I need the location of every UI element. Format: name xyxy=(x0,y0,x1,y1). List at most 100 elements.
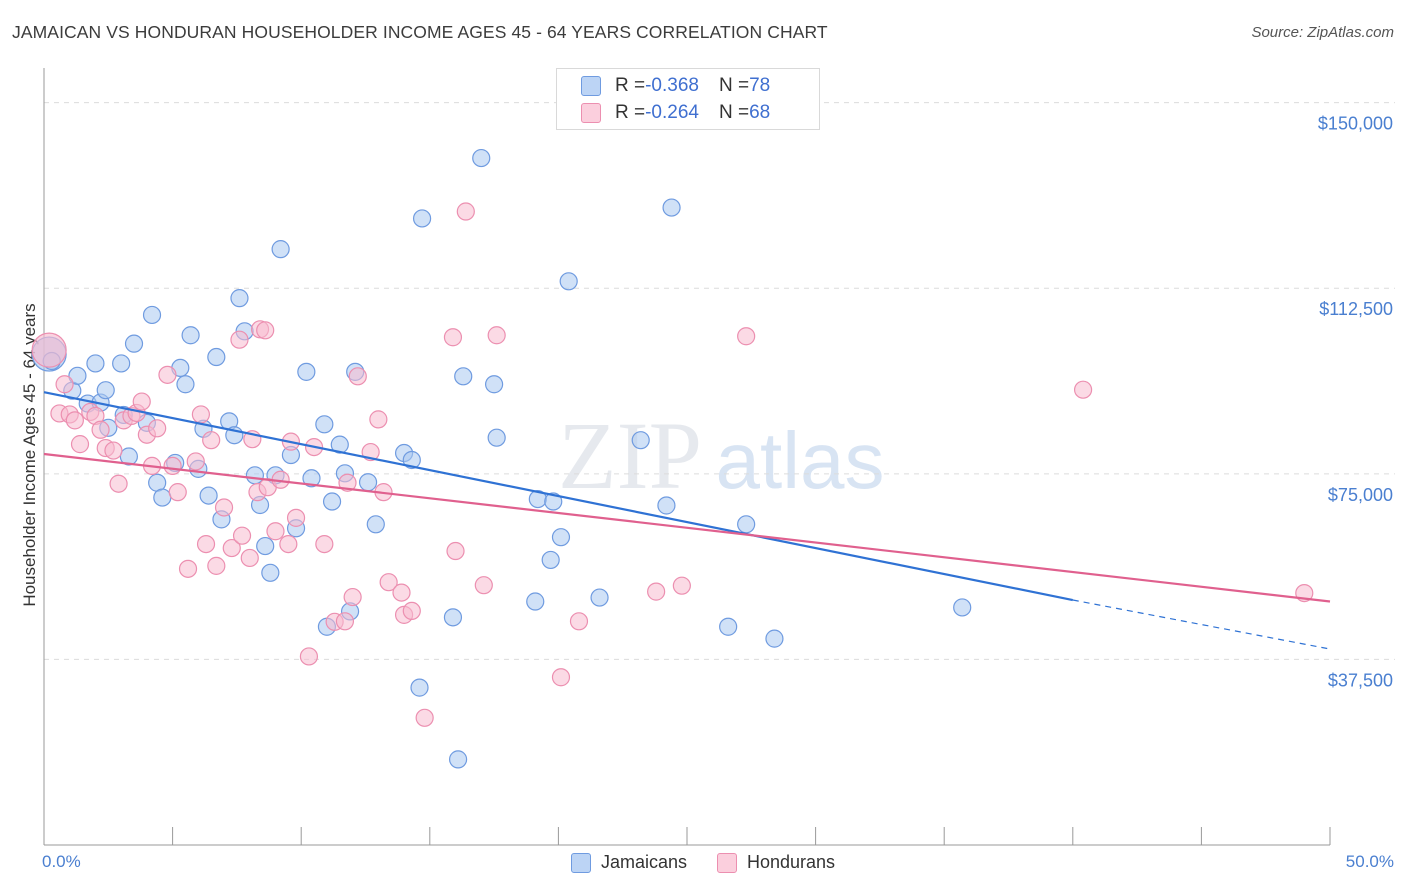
honduran-point xyxy=(443,328,463,347)
r-label: R = xyxy=(615,75,646,96)
jamaican-point xyxy=(443,608,463,627)
jamaican-point xyxy=(322,492,342,511)
honduran-point xyxy=(335,612,355,631)
honduran-point xyxy=(207,556,226,575)
honduran-point xyxy=(230,330,249,349)
jamaican-point xyxy=(551,528,571,547)
source-label: Source: ZipAtlas.com xyxy=(1251,24,1394,41)
r-value-jamaicans: -0.368 xyxy=(645,75,699,96)
honduran-point xyxy=(569,612,589,631)
honduran-point xyxy=(132,392,151,411)
jamaican-point xyxy=(176,375,195,394)
legend-label-jamaicans: Jamaicans xyxy=(600,852,687,872)
honduran-point xyxy=(402,601,421,621)
jamaican-point xyxy=(657,496,676,515)
legend-item-jamaicans[interactable]: Jamaicans xyxy=(570,852,687,873)
honduran-point xyxy=(379,573,398,592)
honduran-point xyxy=(266,522,285,541)
honduran-point xyxy=(214,498,234,517)
honduran-point xyxy=(343,587,362,607)
stats-row-jamaicans: R = -0.368 N = 78 xyxy=(581,75,770,97)
honduran-point xyxy=(191,405,210,424)
jamaican-point xyxy=(68,366,87,385)
honduran-point xyxy=(551,668,571,687)
jamaicans-swatch xyxy=(581,76,601,96)
honduran-point xyxy=(55,375,74,394)
jamaican-point xyxy=(402,450,421,470)
honduran-point xyxy=(186,452,205,471)
jamaican-point xyxy=(261,563,280,582)
jamaican-point xyxy=(559,272,578,291)
jamaican-point xyxy=(207,347,226,367)
honduran-point xyxy=(163,456,182,476)
n-value-jamaicans: 78 xyxy=(749,75,771,96)
jamaican-point xyxy=(153,488,172,507)
honduran-point xyxy=(256,321,275,340)
legend-label-hondurans: Hondurans xyxy=(746,852,836,872)
n-value-hondurans: 68 xyxy=(749,102,771,123)
watermark-zip: ZIP xyxy=(558,402,702,509)
honduran-point xyxy=(31,332,67,368)
honduran-point xyxy=(65,411,84,430)
honduran-point xyxy=(222,538,241,558)
honduran-point xyxy=(474,576,493,595)
honduran-point xyxy=(299,647,319,666)
jamaican-point xyxy=(230,289,249,308)
honduran-point xyxy=(286,508,306,527)
jamaican-point xyxy=(526,592,545,611)
jamaican-point xyxy=(719,617,738,636)
jamaican-point xyxy=(590,588,609,607)
bottom-legend: Jamaicans Hondurans xyxy=(0,852,1406,873)
jamaican-point xyxy=(631,431,650,450)
jamaican-point xyxy=(737,515,756,534)
jamaican-point xyxy=(472,148,491,168)
jamaican-point xyxy=(199,486,218,505)
r-value-hondurans: -0.264 xyxy=(645,102,699,123)
jamaican-point xyxy=(112,354,131,373)
honduran-trend-line xyxy=(43,452,1331,603)
honduran-point xyxy=(315,534,334,554)
jamaican-point xyxy=(315,415,334,434)
jamaican-point xyxy=(124,334,144,353)
jamaican-point xyxy=(487,428,506,447)
honduran-point xyxy=(148,419,167,438)
jamaican-point xyxy=(256,536,275,556)
jamaican-point xyxy=(953,598,972,617)
jamaican-point xyxy=(271,240,290,259)
honduran-point xyxy=(70,435,90,454)
honduran-point xyxy=(415,708,434,727)
jamaican-point xyxy=(541,550,560,570)
jamaican-point xyxy=(181,326,200,345)
y-tick-label: $112,500 xyxy=(1319,299,1393,319)
honduran-point xyxy=(109,474,128,493)
jamaican-point xyxy=(765,629,784,648)
hondurans-swatch xyxy=(581,103,601,123)
jamaican-point xyxy=(119,447,138,466)
honduran-point xyxy=(672,576,691,595)
honduran-point xyxy=(91,420,110,439)
jamaican-point xyxy=(448,750,468,769)
honduran-point xyxy=(196,534,216,554)
stats-legend-box: R = -0.368 N = 78 R = -0.264 N = 68 xyxy=(556,68,820,130)
honduran-point xyxy=(369,410,388,429)
legend-item-hondurans[interactable]: Hondurans xyxy=(716,852,836,873)
honduran-point xyxy=(158,365,177,384)
honduran-point xyxy=(446,541,465,561)
jamaican-point xyxy=(86,354,105,373)
x-tick-label-max: 50.0% xyxy=(1345,852,1394,871)
n-label: N = xyxy=(718,75,750,96)
honduran-point xyxy=(232,526,252,545)
jamaicans-legend-swatch xyxy=(570,852,591,873)
honduran-point xyxy=(737,327,756,346)
jamaican-point xyxy=(410,678,429,697)
jamaican-point xyxy=(366,515,385,534)
stats-row-hondurans: R = -0.264 N = 68 xyxy=(581,102,770,124)
jamaican-point xyxy=(544,492,563,511)
jamaican-trend-extension xyxy=(1072,599,1331,650)
honduran-point xyxy=(456,202,475,221)
r-label: R = xyxy=(615,102,646,123)
watermark-atlas: atlas xyxy=(716,416,885,505)
y-tick-label: $150,000 xyxy=(1318,114,1393,134)
jamaican-trend-line xyxy=(43,391,1074,602)
